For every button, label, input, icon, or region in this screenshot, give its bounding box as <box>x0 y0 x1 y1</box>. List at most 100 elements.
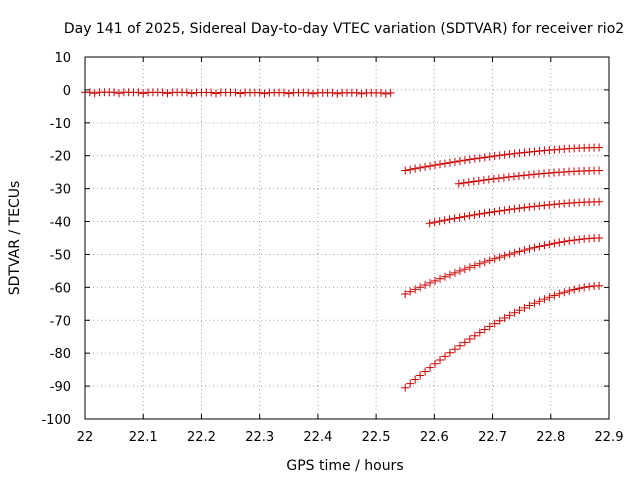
data-point <box>530 202 539 211</box>
data-point <box>445 215 454 224</box>
data-point <box>520 148 529 157</box>
data-point <box>158 88 167 97</box>
data-point <box>500 150 509 159</box>
data-point <box>535 297 544 306</box>
data-point <box>595 197 604 206</box>
data-point <box>565 236 574 245</box>
data-point <box>570 285 579 294</box>
x-tick-label: 22.4 <box>303 430 332 445</box>
x-tick-label: 22.2 <box>187 430 216 445</box>
data-point <box>519 171 528 180</box>
data-point <box>470 331 479 340</box>
data-point <box>426 363 435 372</box>
chart-title: Day 141 of 2025, Sidereal Day-to-day VTE… <box>64 21 624 37</box>
data-point <box>455 341 464 350</box>
data-point <box>435 217 444 226</box>
data-point <box>560 237 569 246</box>
data-point <box>494 174 503 183</box>
data-point <box>500 251 509 260</box>
data-point <box>450 268 459 277</box>
data-point <box>505 311 514 320</box>
data-point <box>595 281 604 290</box>
data-point <box>475 259 484 268</box>
data-point <box>134 88 143 97</box>
data-point <box>514 171 523 180</box>
data-point <box>110 88 119 97</box>
data-point <box>525 301 534 310</box>
data-point <box>436 160 445 169</box>
y-tick-label: -20 <box>50 150 71 165</box>
data-point <box>525 147 534 156</box>
data-point <box>495 316 504 325</box>
data-point <box>555 238 564 247</box>
data-point <box>309 89 318 98</box>
data-point <box>426 161 435 170</box>
data-point <box>187 89 196 98</box>
data-point <box>520 303 529 312</box>
data-point <box>454 179 463 188</box>
data-point <box>431 359 440 368</box>
data-point <box>450 157 459 166</box>
data-point <box>426 278 435 287</box>
data-point <box>575 235 584 244</box>
data-point <box>465 263 474 272</box>
data-point <box>255 88 264 97</box>
data-point <box>550 239 559 248</box>
x-tick-label: 22.9 <box>595 430 624 445</box>
y-tick-label: 0 <box>63 84 71 99</box>
data-point <box>431 276 440 285</box>
data-point <box>411 285 420 294</box>
data-point <box>510 149 519 158</box>
data-point <box>550 291 559 300</box>
data-point <box>500 314 509 323</box>
data-point <box>515 306 524 315</box>
data-point <box>421 162 430 171</box>
data-point <box>535 201 544 210</box>
data-point <box>401 166 410 175</box>
data-point <box>386 88 395 97</box>
data-point <box>421 367 430 376</box>
data-point <box>470 261 479 270</box>
data-point <box>530 243 539 252</box>
data-point <box>504 173 513 182</box>
data-point <box>530 299 539 308</box>
series-track-2 <box>401 143 604 175</box>
data-point <box>440 159 449 168</box>
data-point <box>421 281 430 290</box>
data-point <box>475 154 484 163</box>
data-point <box>207 88 216 97</box>
data-point <box>580 283 589 292</box>
data-point <box>460 265 469 274</box>
data-point <box>376 88 385 97</box>
series-track-5 <box>401 234 604 298</box>
data-point <box>595 143 604 152</box>
y-tick-label: -30 <box>50 183 71 198</box>
data-point <box>465 211 474 220</box>
data-point <box>450 345 459 354</box>
data-point <box>540 241 549 250</box>
data-point <box>436 274 445 283</box>
y-tick-label: -50 <box>50 248 71 263</box>
data-point <box>470 154 479 163</box>
data-point <box>585 282 594 291</box>
data-point <box>411 164 420 173</box>
data-point <box>411 375 420 384</box>
x-tick-label: 22.5 <box>362 430 391 445</box>
data-point <box>565 286 574 295</box>
data-point <box>401 383 410 392</box>
data-point <box>500 206 509 215</box>
data-point <box>520 203 529 212</box>
x-tick-label: 22.8 <box>536 430 565 445</box>
data-point <box>595 166 604 175</box>
data-point <box>445 270 454 279</box>
y-tick-label: -60 <box>50 281 71 296</box>
data-point <box>406 287 415 296</box>
data-point <box>525 244 534 253</box>
data-point <box>560 288 569 297</box>
data-point <box>535 242 544 251</box>
data-point <box>505 250 514 259</box>
data-point <box>455 157 464 166</box>
data-point <box>406 165 415 174</box>
data-point <box>284 89 293 98</box>
